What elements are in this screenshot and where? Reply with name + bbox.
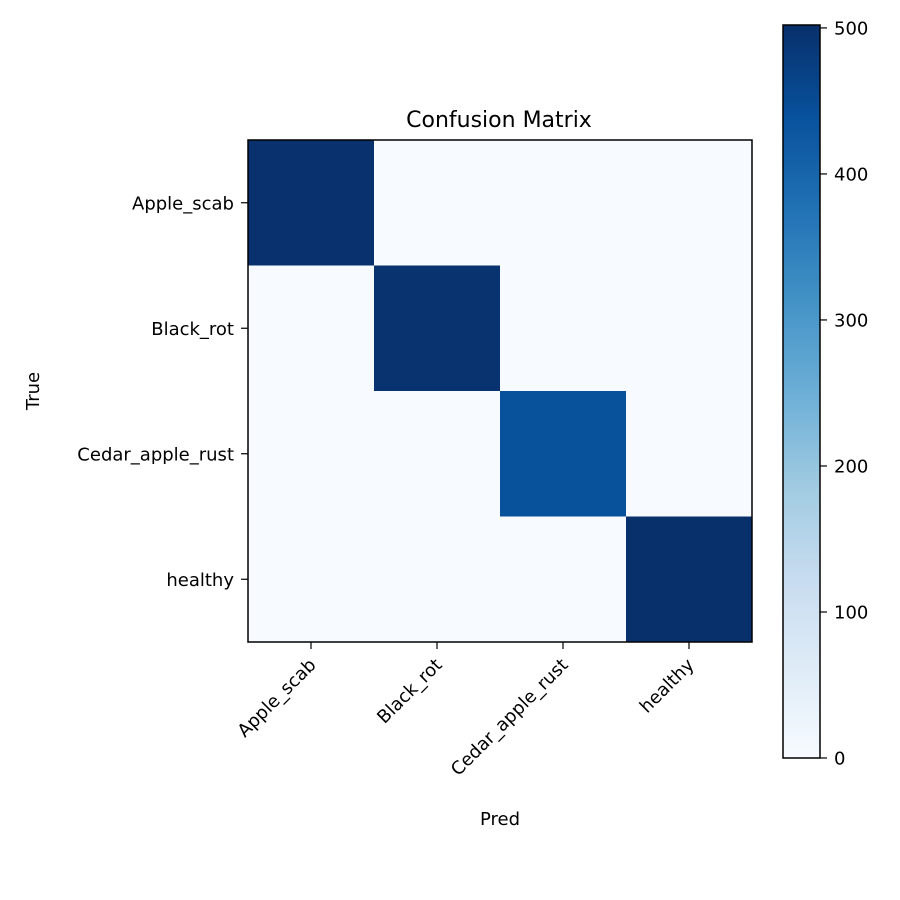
colorbar-tick-label: 300	[834, 310, 868, 331]
heatmap-cell	[626, 140, 753, 266]
y-axis-ticks: Apple_scab Black_rot Cedar_apple_rusthealt…	[77, 193, 248, 591]
heatmap-cells	[248, 140, 753, 643]
heatmap-cell	[500, 516, 627, 643]
x-tick-label: Cedar_apple_rust	[447, 655, 573, 781]
heatmap-cell	[248, 516, 375, 643]
colorbar-ticks: 0 100 200 300 400 500	[820, 18, 868, 770]
colorbar-tick-label: 100	[834, 602, 868, 623]
heatmap-cell	[374, 391, 501, 517]
heatmap-cell	[374, 516, 501, 643]
x-tick-label: healthy	[636, 654, 699, 717]
chart-title: Confusion Matrix	[406, 108, 592, 133]
heatmap-cell	[374, 265, 501, 392]
heatmap-cell	[626, 516, 753, 643]
y-tick-label: Black_rot	[151, 319, 234, 340]
heatmap-cell	[248, 391, 375, 517]
heatmap-cell	[500, 265, 627, 392]
heatmap-cell	[500, 391, 627, 517]
x-axis-label: Pred	[480, 809, 520, 830]
colorbar-gradient	[782, 24, 821, 759]
heatmap-cell	[248, 140, 375, 266]
heatmap-cell	[626, 391, 753, 517]
colorbar: 0 100 200 300 400 500	[782, 18, 868, 770]
y-axis-label: True	[23, 372, 44, 411]
y-tick-label: Cedar_apple_rust	[77, 444, 234, 465]
y-tick-label: Apple_scab	[132, 193, 234, 214]
heatmap-cell	[374, 140, 501, 266]
x-tick-label: Apple_scab	[234, 655, 321, 742]
heatmap-cell	[248, 265, 375, 392]
colorbar-tick-label: 500	[834, 18, 868, 39]
colorbar-tick-label: 200	[834, 456, 868, 477]
y-tick-label: healthy	[166, 570, 234, 591]
x-tick-label: Black_rot	[373, 655, 446, 728]
heatmap-cell	[500, 140, 627, 266]
colorbar-tick-label: 400	[834, 164, 868, 185]
colorbar-tick-label: 0	[834, 749, 845, 770]
plot-frame	[247, 139, 753, 643]
x-axis-ticks: Apple_scab Black_rot Cedar_apple_rust healt…	[234, 642, 699, 780]
heatmap-cell	[626, 265, 753, 392]
